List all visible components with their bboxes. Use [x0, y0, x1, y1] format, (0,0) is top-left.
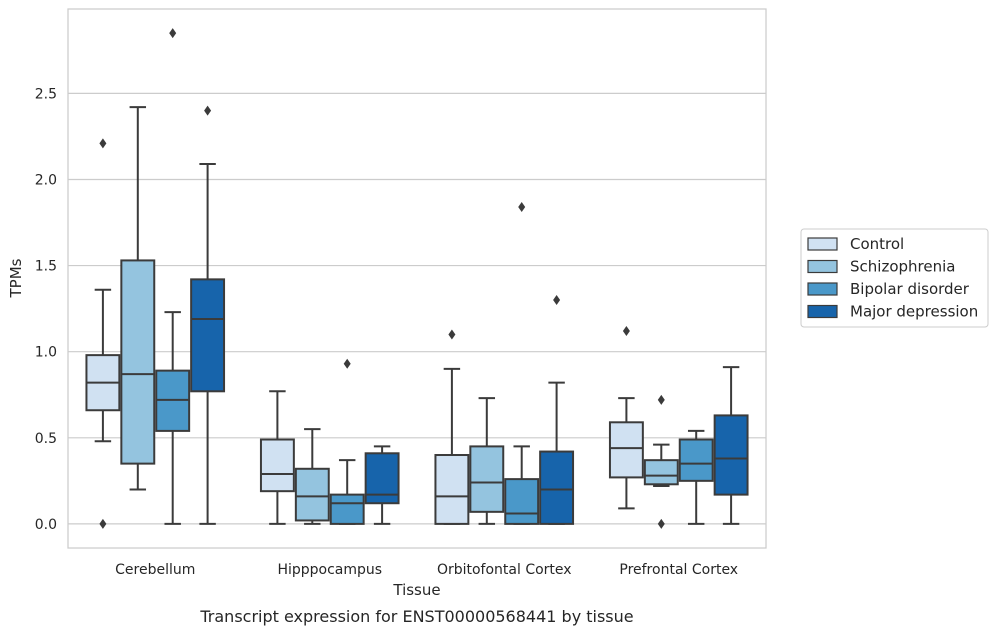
y-tick-label: 0.5	[35, 431, 57, 447]
box-body	[294, 467, 330, 522]
box-group	[539, 295, 575, 525]
box-group	[643, 394, 679, 529]
outlier-point	[518, 202, 526, 213]
legend-swatch	[807, 304, 838, 319]
legend-label: Major depression	[850, 303, 978, 321]
legend-label: Control	[850, 235, 904, 253]
x-tick-label: Hipppocampus	[277, 562, 382, 578]
outlier-point	[204, 105, 212, 116]
box-group	[294, 428, 330, 525]
outlier-point	[657, 518, 665, 529]
outlier-point	[99, 138, 107, 149]
box-body	[678, 438, 714, 482]
box-group	[120, 106, 156, 491]
legend-label: Bipolar disorder	[850, 280, 970, 298]
box-group	[713, 366, 749, 525]
box-series	[85, 28, 749, 529]
x-tick-label: Orbitofontal Cortex	[437, 562, 572, 578]
box-group	[434, 329, 470, 525]
box-group	[190, 105, 226, 525]
legend-swatch	[807, 259, 838, 274]
box-group	[678, 429, 714, 525]
legend-frame	[800, 228, 989, 328]
y-tick-label: 1.5	[35, 259, 57, 275]
box-body	[120, 259, 156, 465]
box-group	[85, 138, 121, 529]
legend-swatch	[807, 282, 838, 296]
outlier-point	[553, 295, 561, 306]
legend-label: Schizophrenia	[850, 258, 955, 276]
box-body	[469, 445, 505, 513]
x-axis-label: Tissue	[392, 581, 440, 599]
box-group	[155, 28, 191, 525]
box-body	[608, 421, 644, 479]
y-grid-lines	[68, 92, 766, 525]
outlier-point	[448, 329, 456, 340]
box-body	[259, 438, 295, 493]
box-group	[329, 358, 365, 525]
outlier-point	[99, 518, 107, 529]
y-axis-label: TPMs	[7, 258, 25, 298]
outlier-point	[622, 326, 630, 337]
chart-caption: Transcript expression for ENST0000056844…	[199, 607, 633, 626]
x-tick-label: Cerebellum	[115, 562, 195, 578]
legend: Control Schizophrenia Bipolar disorder Majo…	[800, 228, 989, 328]
box-group	[608, 326, 644, 510]
outlier-point	[343, 358, 351, 369]
y-tick-label: 1.0	[35, 345, 57, 361]
box-body	[504, 478, 540, 525]
box-body	[643, 459, 679, 486]
box-body	[364, 452, 400, 505]
box-body	[539, 450, 575, 525]
box-body	[434, 454, 470, 525]
outlier-point	[657, 394, 665, 405]
x-tick-label: Prefrontal Cortex	[619, 562, 738, 578]
box-body	[713, 414, 749, 496]
y-tick-labels: 0.0 0.5 1.0 1.5 2.0 2.5	[35, 86, 57, 533]
plot-frame	[67, 8, 767, 549]
box-group	[504, 202, 540, 525]
outlier-point	[169, 28, 177, 39]
box-group	[469, 397, 505, 525]
y-tick-label: 0.0	[35, 517, 57, 533]
box-group	[259, 390, 295, 525]
box-body	[190, 278, 226, 393]
box-group	[364, 445, 400, 525]
legend-swatch	[807, 237, 838, 251]
y-tick-label: 2.5	[35, 86, 57, 102]
plot-background	[68, 9, 766, 548]
y-tick-label: 2.0	[35, 172, 57, 188]
box-body	[329, 493, 365, 525]
x-tick-labels: Cerebellum Hipppocampus Orbitofontal Corte…	[115, 562, 738, 578]
